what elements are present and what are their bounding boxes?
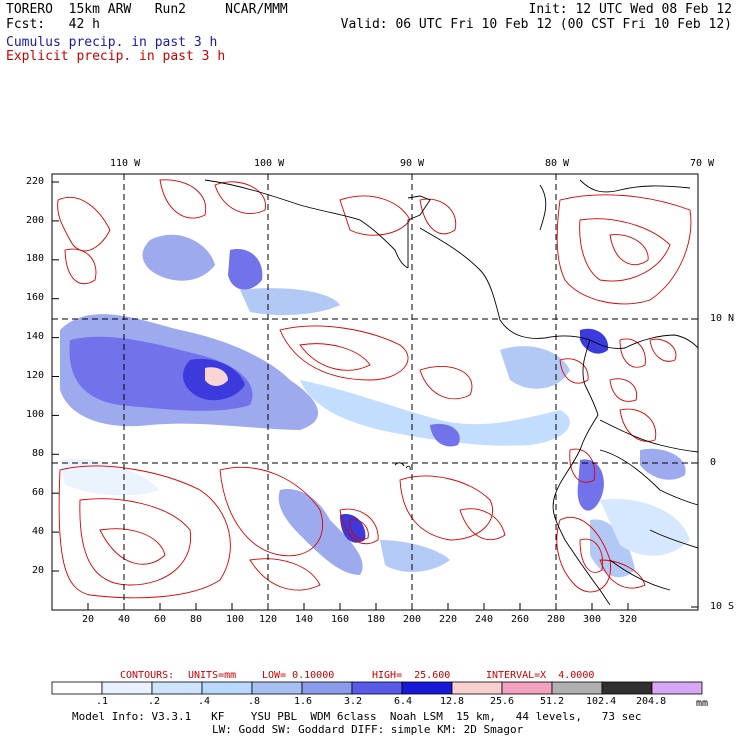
contour-high: HIGH= 25.600 — [372, 670, 451, 681]
explicit-legend-label: Explicit precip. in past 3 h — [6, 49, 226, 64]
x-tick-label: 40 — [118, 614, 131, 625]
colorbar-label: 204.8 — [636, 696, 667, 707]
y-tick-label: 140 — [26, 331, 45, 342]
contour-info-label: CONTOURS: — [120, 670, 175, 681]
init-time: Init: 12 UTC Wed 08 Feb 12 — [528, 2, 733, 17]
valid-time: Valid: 06 UTC Fri 10 Feb 12 (00 CST Fri … — [340, 17, 732, 32]
y-tick-label: 20 — [32, 565, 45, 576]
x-tick-label: 240 — [475, 614, 494, 625]
colorbar-label: 1.6 — [294, 696, 313, 707]
colorbar-label: 12.8 — [440, 696, 465, 707]
colorbar-swatch — [651, 681, 703, 695]
x-tick-label: 280 — [547, 614, 566, 625]
y-tick-label: 220 — [26, 176, 45, 187]
colorbar-swatch — [51, 681, 103, 695]
colorbar-swatch — [401, 681, 453, 695]
colorbar-swatch — [251, 681, 303, 695]
model-title: TORERO 15km ARW Run2 NCAR/MMM — [6, 2, 288, 17]
physics-info-line: LW: Godd SW: Goddard DIFF: simple KM: 2D… — [212, 723, 524, 736]
lat-label: 10 S — [710, 601, 735, 612]
colorbar-swatch — [151, 681, 203, 695]
x-tick-label: 200 — [403, 614, 422, 625]
colorbar-swatch — [301, 681, 353, 695]
x-tick-label: 20 — [82, 614, 95, 625]
x-tick-label: 160 — [331, 614, 350, 625]
colorbar-label: 102.4 — [586, 696, 617, 707]
contour-interval: INTERVAL=X 4.0000 — [486, 670, 595, 681]
model-info-line: Model Info: V3.3.1 KF YSU PBL WDM 6class… — [72, 710, 642, 723]
colorbar-label: 51.2 — [540, 696, 565, 707]
contour-units: UNITS=mm — [188, 670, 237, 681]
explicit-precip-contours — [57, 179, 692, 599]
lon-label: 110 W — [110, 158, 141, 169]
colorbar — [51, 681, 703, 695]
x-tick-label: 60 — [154, 614, 167, 625]
colorbar-label: .2 — [148, 696, 161, 707]
y-tick-label: 40 — [32, 526, 45, 537]
x-tick-label: 120 — [259, 614, 278, 625]
colorbar-label: 6.4 — [394, 696, 413, 707]
axis-ticks — [52, 174, 699, 610]
colorbar-swatch — [101, 681, 153, 695]
colorbar-units: mm — [696, 698, 709, 709]
y-tick-label: 200 — [26, 215, 45, 226]
colorbar-label: .8 — [248, 696, 261, 707]
x-tick-label: 180 — [367, 614, 386, 625]
colorbar-swatch — [551, 681, 603, 695]
lon-label: 80 W — [545, 158, 570, 169]
colorbar-swatch — [501, 681, 553, 695]
y-tick-label: 100 — [26, 409, 45, 420]
lat-label: 0 — [710, 457, 717, 468]
colorbar-swatch — [451, 681, 503, 695]
x-tick-label: 300 — [583, 614, 602, 625]
graticule — [52, 174, 698, 610]
x-tick-label: 320 — [619, 614, 638, 625]
colorbar-label: .4 — [198, 696, 211, 707]
y-tick-label: 180 — [26, 253, 45, 264]
colorbar-swatch — [201, 681, 253, 695]
lon-label: 70 W — [690, 158, 715, 169]
x-tick-label: 100 — [226, 614, 245, 625]
x-tick-label: 220 — [439, 614, 458, 625]
colorbar-swatch — [601, 681, 653, 695]
colorbar-label: .1 — [96, 696, 109, 707]
y-tick-label: 60 — [32, 487, 45, 498]
coastlines — [204, 179, 699, 606]
cumulus-precip-field — [60, 234, 690, 578]
colorbar-swatch — [351, 681, 403, 695]
y-tick-label: 120 — [26, 370, 45, 381]
colorbar-label: 3.2 — [344, 696, 363, 707]
colorbar-label: 25.6 — [490, 696, 515, 707]
lon-label: 100 W — [254, 158, 285, 169]
x-tick-label: 140 — [295, 614, 314, 625]
contour-low: LOW= 0.10000 — [262, 670, 335, 681]
cumulus-legend-label: Cumulus precip. in past 3 h — [6, 35, 218, 50]
forecast-hour: Fcst: 42 h — [6, 17, 100, 32]
y-tick-label: 80 — [32, 448, 45, 459]
lon-label: 90 W — [400, 158, 425, 169]
x-tick-label: 80 — [190, 614, 203, 625]
y-tick-label: 160 — [26, 292, 45, 303]
x-tick-label: 260 — [511, 614, 530, 625]
lat-label: 10 N — [710, 313, 735, 324]
